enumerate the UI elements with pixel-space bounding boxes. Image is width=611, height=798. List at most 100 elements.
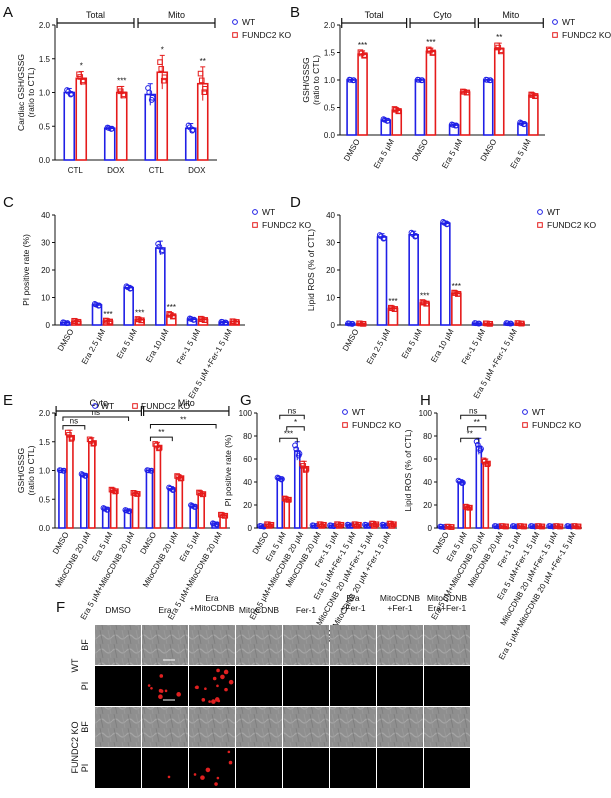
y-tick-label: 0.5 xyxy=(39,495,51,504)
bar-wt xyxy=(414,79,426,136)
pi-dot xyxy=(211,699,216,704)
pi-dot xyxy=(214,782,218,786)
panel-letter: B xyxy=(290,4,300,21)
significance-label: *** xyxy=(388,297,397,306)
data-point xyxy=(178,475,185,481)
data-point xyxy=(444,221,451,227)
bar-ko xyxy=(482,461,490,529)
bf-image xyxy=(95,625,141,665)
data-point xyxy=(408,229,415,236)
data-point xyxy=(539,523,546,530)
data-point xyxy=(358,50,365,57)
x-tick-label: Era 5 μM xyxy=(115,327,139,360)
data-point xyxy=(149,94,156,101)
x-tick-label: Era 10 μM xyxy=(429,327,455,364)
data-point xyxy=(345,522,352,528)
column-label: Era xyxy=(158,605,172,615)
column-label: Era +MitoCDNB xyxy=(189,593,234,613)
data-point xyxy=(170,313,177,319)
data-point xyxy=(109,125,115,132)
data-point xyxy=(113,488,119,494)
data-point xyxy=(476,320,483,327)
bar-wt xyxy=(482,79,494,136)
bar-wt xyxy=(440,222,451,326)
data-point xyxy=(373,521,380,528)
pi-dot xyxy=(176,692,181,697)
x-tick-label: Era 2.5 μM xyxy=(80,327,108,366)
data-point xyxy=(504,320,511,327)
significance-bracket xyxy=(279,414,305,420)
panel-letter: A xyxy=(3,4,13,21)
significance-bracket xyxy=(460,437,480,443)
data-point xyxy=(202,85,208,92)
data-point xyxy=(521,523,528,530)
bar-wt xyxy=(293,450,301,529)
bar-wt xyxy=(276,477,284,529)
data-point xyxy=(189,502,196,509)
bar-wt xyxy=(475,445,483,529)
data-point xyxy=(515,320,522,327)
data-point xyxy=(321,521,327,528)
y-tick-label: 0.0 xyxy=(324,131,336,140)
legend-label: FUNDC2 KO xyxy=(262,220,312,230)
pi-dot xyxy=(150,686,153,690)
bf-image xyxy=(424,707,470,747)
bar-wt xyxy=(155,247,166,326)
y-axis-label: Cardiac GSH/GSSG xyxy=(16,54,26,131)
panel-letter: F xyxy=(56,599,65,616)
data-point xyxy=(547,523,554,530)
data-point xyxy=(381,235,388,241)
group-label: Mito xyxy=(178,398,195,408)
y-tick-label: 30 xyxy=(41,239,50,248)
data-point xyxy=(61,319,68,326)
data-point xyxy=(498,47,505,54)
column-label: Era +Fer-1 xyxy=(340,593,366,613)
bf-image xyxy=(236,707,282,747)
y-tick-label: 0.0 xyxy=(39,156,51,165)
y-tick-label: 20 xyxy=(326,266,335,275)
y-tick-label: 10 xyxy=(326,294,335,303)
data-point xyxy=(487,320,493,327)
pi-dot xyxy=(200,775,205,780)
data-point xyxy=(575,523,582,530)
x-tick-label: DMSO xyxy=(479,138,499,163)
pi-dot xyxy=(158,688,163,693)
legend-label: FUNDC2 KO xyxy=(141,401,191,411)
pi-image xyxy=(424,748,470,788)
significance-bracket xyxy=(286,426,305,431)
legend-marker-wt xyxy=(342,409,348,415)
bracket-label: ns xyxy=(70,417,78,426)
y-tick-label: 60 xyxy=(243,455,252,464)
pi-dot xyxy=(201,698,206,702)
y-axis-label: PI positive rate (%) xyxy=(21,234,31,306)
data-point xyxy=(487,77,494,84)
row-label: PI xyxy=(80,764,90,773)
data-point xyxy=(293,446,300,453)
y-tick-label: 0 xyxy=(331,321,336,330)
data-point xyxy=(485,460,491,467)
x-tick-label: DMSO xyxy=(51,531,71,556)
data-point xyxy=(493,523,499,530)
bracket-label: ** xyxy=(467,429,473,438)
data-point xyxy=(412,232,419,239)
significance-label: *** xyxy=(420,291,429,300)
bar-ko xyxy=(131,492,140,529)
legend-label: FUNDC2 KO xyxy=(242,30,292,40)
bf-image xyxy=(236,625,282,665)
x-tick-label: Era 10 μM xyxy=(144,327,170,364)
pi-dot xyxy=(228,679,234,685)
bracket-label: ns xyxy=(288,406,296,415)
data-point xyxy=(473,320,479,327)
y-tick-label: 1.0 xyxy=(39,89,51,98)
data-point xyxy=(127,285,134,292)
data-point xyxy=(396,108,402,114)
pi-dot xyxy=(208,700,211,703)
data-point xyxy=(58,467,64,474)
significance-bracket xyxy=(149,436,173,442)
data-point xyxy=(370,521,377,527)
data-point xyxy=(296,450,303,457)
data-point xyxy=(441,219,448,226)
data-point xyxy=(79,471,86,478)
data-point xyxy=(230,318,237,325)
